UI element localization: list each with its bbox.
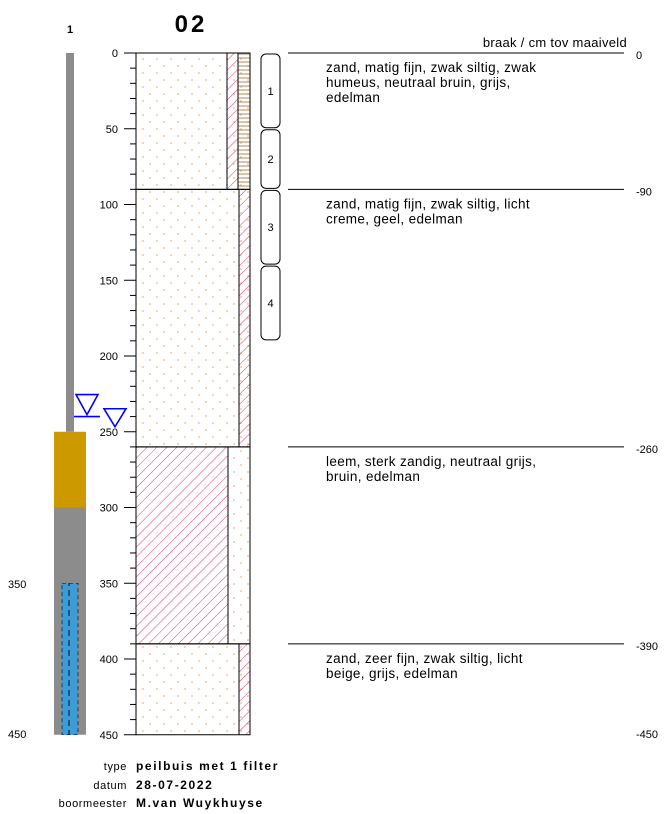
sample-label: 4 <box>267 298 273 310</box>
layer-pattern <box>136 446 228 644</box>
depth-tick-label: 450 <box>100 730 118 742</box>
layer-description-line: creme, geel, edelman <box>326 211 463 226</box>
sample-box <box>260 53 281 129</box>
depth-tick-label: 50 <box>106 124 118 136</box>
layer-top-level: -90 <box>636 186 652 198</box>
layer-pattern <box>238 53 250 190</box>
layer-1 <box>135 52 251 190</box>
layer-2 <box>135 188 251 448</box>
layer-description-line: leem, sterk zandig, neutraal grijs, <box>326 454 536 469</box>
depth-axis: 0 50 100 150 200 250 300 350 400 450 <box>100 48 137 742</box>
well-bottom-depth-label: 450 <box>8 729 26 741</box>
sample-label: 2 <box>267 154 273 166</box>
layer-top-level: 0 <box>636 50 642 62</box>
depth-tick-label: 400 <box>100 654 118 666</box>
layer-pattern <box>239 643 250 735</box>
reference-label: braak / cm tov maaiveld <box>483 35 627 50</box>
layer-outline <box>135 643 251 736</box>
bottom-level-label: -450 <box>636 729 658 741</box>
layer-description-line: zand, matig fijn, zwak siltig, licht <box>326 196 530 211</box>
driller-value: M.van Wuykhuyse <box>136 796 264 810</box>
footer: type peilbuis met 1 filter datum 28-07-2… <box>59 759 279 810</box>
depth-tick-label: 100 <box>100 200 118 212</box>
depth-tick-label: 350 <box>100 578 118 590</box>
depth-tick-label: 150 <box>100 275 118 287</box>
sample-box <box>260 129 281 189</box>
layer-descriptions: 0 zand, matig fijn, zwak siltig, zwakhume… <box>288 50 658 681</box>
well-diagram <box>54 53 128 736</box>
type-value: peilbuis met 1 filter <box>136 759 279 773</box>
lithology-column <box>135 52 251 736</box>
sample-label: 1 <box>267 86 273 98</box>
log-title: 02 <box>175 11 208 38</box>
groundwater-level-icon <box>102 407 128 429</box>
layer-description-line: humeus, neutraal bruin, grijs, <box>326 75 511 90</box>
layer-pattern <box>136 189 250 447</box>
layer-description-line: zand, matig fijn, zwak siltig, zwak <box>326 60 536 75</box>
sample-label: 3 <box>267 222 273 234</box>
sample-box <box>260 265 281 341</box>
sample-box <box>260 189 281 265</box>
sample-markers: 1 2 3 4 <box>260 53 281 341</box>
layer-description-line: beige, grijs, edelman <box>326 666 458 681</box>
layer-3 <box>135 446 251 645</box>
layer-pattern <box>239 189 250 447</box>
date-label: datum <box>93 780 127 792</box>
driller-label: boormeester <box>59 798 127 810</box>
layer-pattern <box>228 446 250 644</box>
layer-4 <box>135 643 251 736</box>
tube-number: 1 <box>67 24 73 36</box>
date-value: 28-07-2022 <box>136 778 213 792</box>
layer-pattern <box>227 53 238 190</box>
filter-top-depth-label: 350 <box>8 579 26 591</box>
layer-description-line: bruin, edelman <box>326 469 420 484</box>
layer-description-line: edelman <box>326 90 380 105</box>
layer-pattern <box>136 643 250 735</box>
well-filter-slots <box>67 583 73 735</box>
groundwater-level-icon <box>74 393 100 417</box>
depth-tick-label: 300 <box>100 503 118 515</box>
layer-top-level: -260 <box>636 444 658 456</box>
layer-description-line: zand, zeer fijn, zwak siltig, licht <box>326 651 523 666</box>
depth-tick-label: 200 <box>100 351 118 363</box>
depth-tick-label: 250 <box>100 427 118 439</box>
layer-top-level: -390 <box>636 641 658 653</box>
type-label: type <box>104 761 127 773</box>
depth-tick-label: 0 <box>112 48 118 60</box>
well-seal <box>54 431 86 508</box>
well-casing <box>66 53 74 432</box>
